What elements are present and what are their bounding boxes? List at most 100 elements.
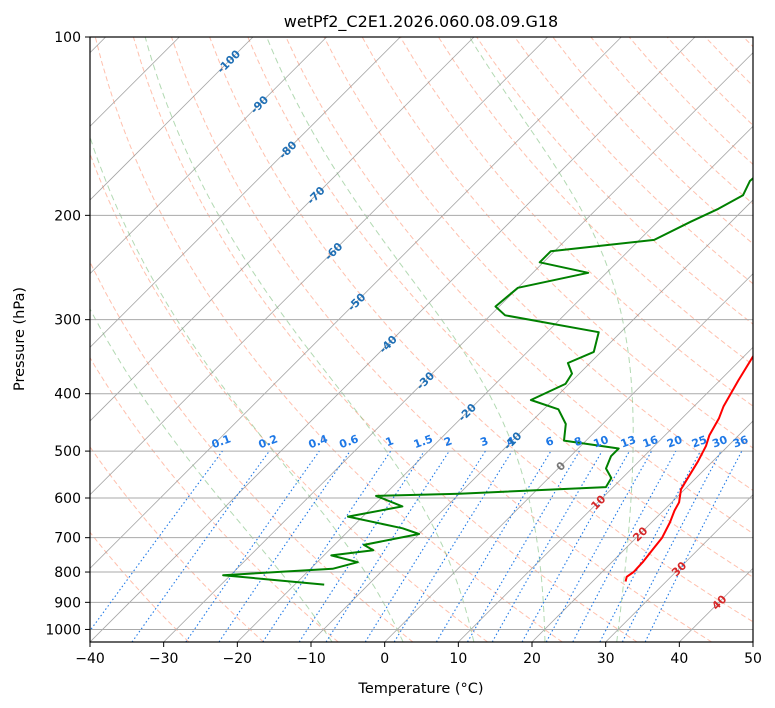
moist-adiabat-line [469,37,634,642]
mixing-ratio-label: 13 [619,433,638,450]
mixing-ratio-label: 0.6 [338,432,361,451]
mixing-ratio-label: 0.2 [257,432,280,451]
isotherm-line [237,125,753,642]
dry-adiabat-line [171,37,712,642]
isotherm-label: 30 [669,559,689,579]
mixing-ratio-line [572,450,677,642]
moist-adiabat-line [144,37,475,642]
moist-adiabat-line [90,308,333,642]
dry-adiabat-line [247,37,753,578]
mixing-ratio-line [298,450,425,642]
dewpoint-profile-line [222,177,753,586]
y-tick-label: 500 [54,444,81,460]
dry-adiabat-line [514,37,753,285]
x-tick-label: −30 [149,651,179,667]
isotherm-label: -10 [501,429,524,452]
mixing-ratio-label: 4 [505,434,517,449]
mixing-ratio-label: 0.4 [307,432,330,451]
y-tick-label: 300 [54,313,81,329]
mixing-ratio-line [90,450,223,632]
isotherm-line [163,52,753,642]
x-tick-label: −40 [75,651,105,667]
y-tick-label: 1000 [45,622,81,638]
y-axis-label: Pressure (hPa) [12,287,28,391]
isotherm-label: -80 [276,138,299,161]
dry-adiabat-line [437,37,753,366]
y-tick-label: 600 [54,491,81,507]
isotherm-line [752,641,753,642]
dry-adiabat-line [90,531,190,642]
dry-adiabat-line [90,446,264,642]
mixing-ratio-label: 36 [731,433,750,451]
y-tick-label: 800 [54,565,81,581]
mixing-ratio-label: 1 [384,434,396,449]
isotherm-line [679,567,753,642]
dry-adiabat-line [90,356,339,642]
isotherm-line [90,37,327,275]
mixing-ratio-label: 1.5 [412,432,435,451]
dry-adiabat-line [552,37,753,245]
isotherm-line [458,346,753,642]
x-tick-label: −10 [296,651,326,667]
dry-adiabat-line [209,37,753,623]
isotherm-label: 0 [554,459,569,474]
x-axis-label: Temperature (°C) [357,681,483,697]
isotherm-label: -70 [304,184,327,207]
x-tick-label: 10 [449,651,467,667]
dry-adiabat-line [94,37,563,642]
mixing-ratio-line [325,450,450,642]
y-tick-label: 100 [54,30,81,46]
mixing-ratio-line [521,450,630,642]
mixing-ratio-label: 0.1 [210,432,233,451]
mixing-ratio-label: 2 [442,434,454,449]
x-tick-label: 30 [597,651,615,667]
moist-adiabat-line [266,37,546,642]
isotherm-line [90,37,475,422]
mixing-ratio-label: 8 [572,434,584,449]
mixing-ratio-line [262,450,392,642]
dry-adiabat-line [323,37,753,491]
isotherm-line [310,199,753,642]
mixing-ratio-line [393,450,513,642]
mixing-ratio-label: 10 [592,433,611,451]
dry-adiabat-line [399,37,753,407]
isotherm-label: -90 [248,93,271,116]
isotherm-line [531,420,753,642]
isotherm-label: 20 [630,524,650,544]
y-tick-label: 400 [54,387,81,403]
isotherm-line [605,494,753,642]
dry-adiabat-line [132,37,638,642]
isotherm-line [90,37,696,642]
isotherm-label: -50 [345,290,368,313]
isotherm-line [90,37,254,201]
mixing-ratio-label: 16 [641,433,660,451]
isotherm-label: -30 [414,369,437,392]
chart-title: wetPf2_C2E1.2026.060.08.09.G18 [284,12,558,32]
x-tick-label: 40 [670,651,688,667]
dry-adiabat-line [285,37,753,535]
isotherm-label: -20 [456,401,479,424]
mixing-ratio-line [435,450,552,642]
isotherm-label: -60 [322,240,345,263]
dry-adiabat-line [90,260,414,642]
dry-adiabat-line [666,37,753,126]
y-tick-label: 900 [54,595,81,611]
dry-adiabat-line [590,37,753,205]
dry-adiabat-line [90,152,488,642]
mixing-ratio-label: 25 [690,433,709,450]
y-tick-label: 700 [54,531,81,547]
x-tick-label: 50 [744,651,762,667]
mixing-ratio-label: 6 [544,434,556,449]
mixing-ratio-line [218,450,351,642]
x-tick-label: 20 [523,651,541,667]
isotherm-line [90,37,401,348]
plot-frame [89,36,754,643]
dry-adiabat-line [743,37,753,48]
isotherm-line [90,37,548,496]
isotherm-label: 40 [709,592,729,612]
isotherm-label: -100 [215,47,244,76]
dry-adiabat-line [361,37,753,449]
dry-adiabat-line [704,37,753,87]
isotherm-line [384,273,753,642]
